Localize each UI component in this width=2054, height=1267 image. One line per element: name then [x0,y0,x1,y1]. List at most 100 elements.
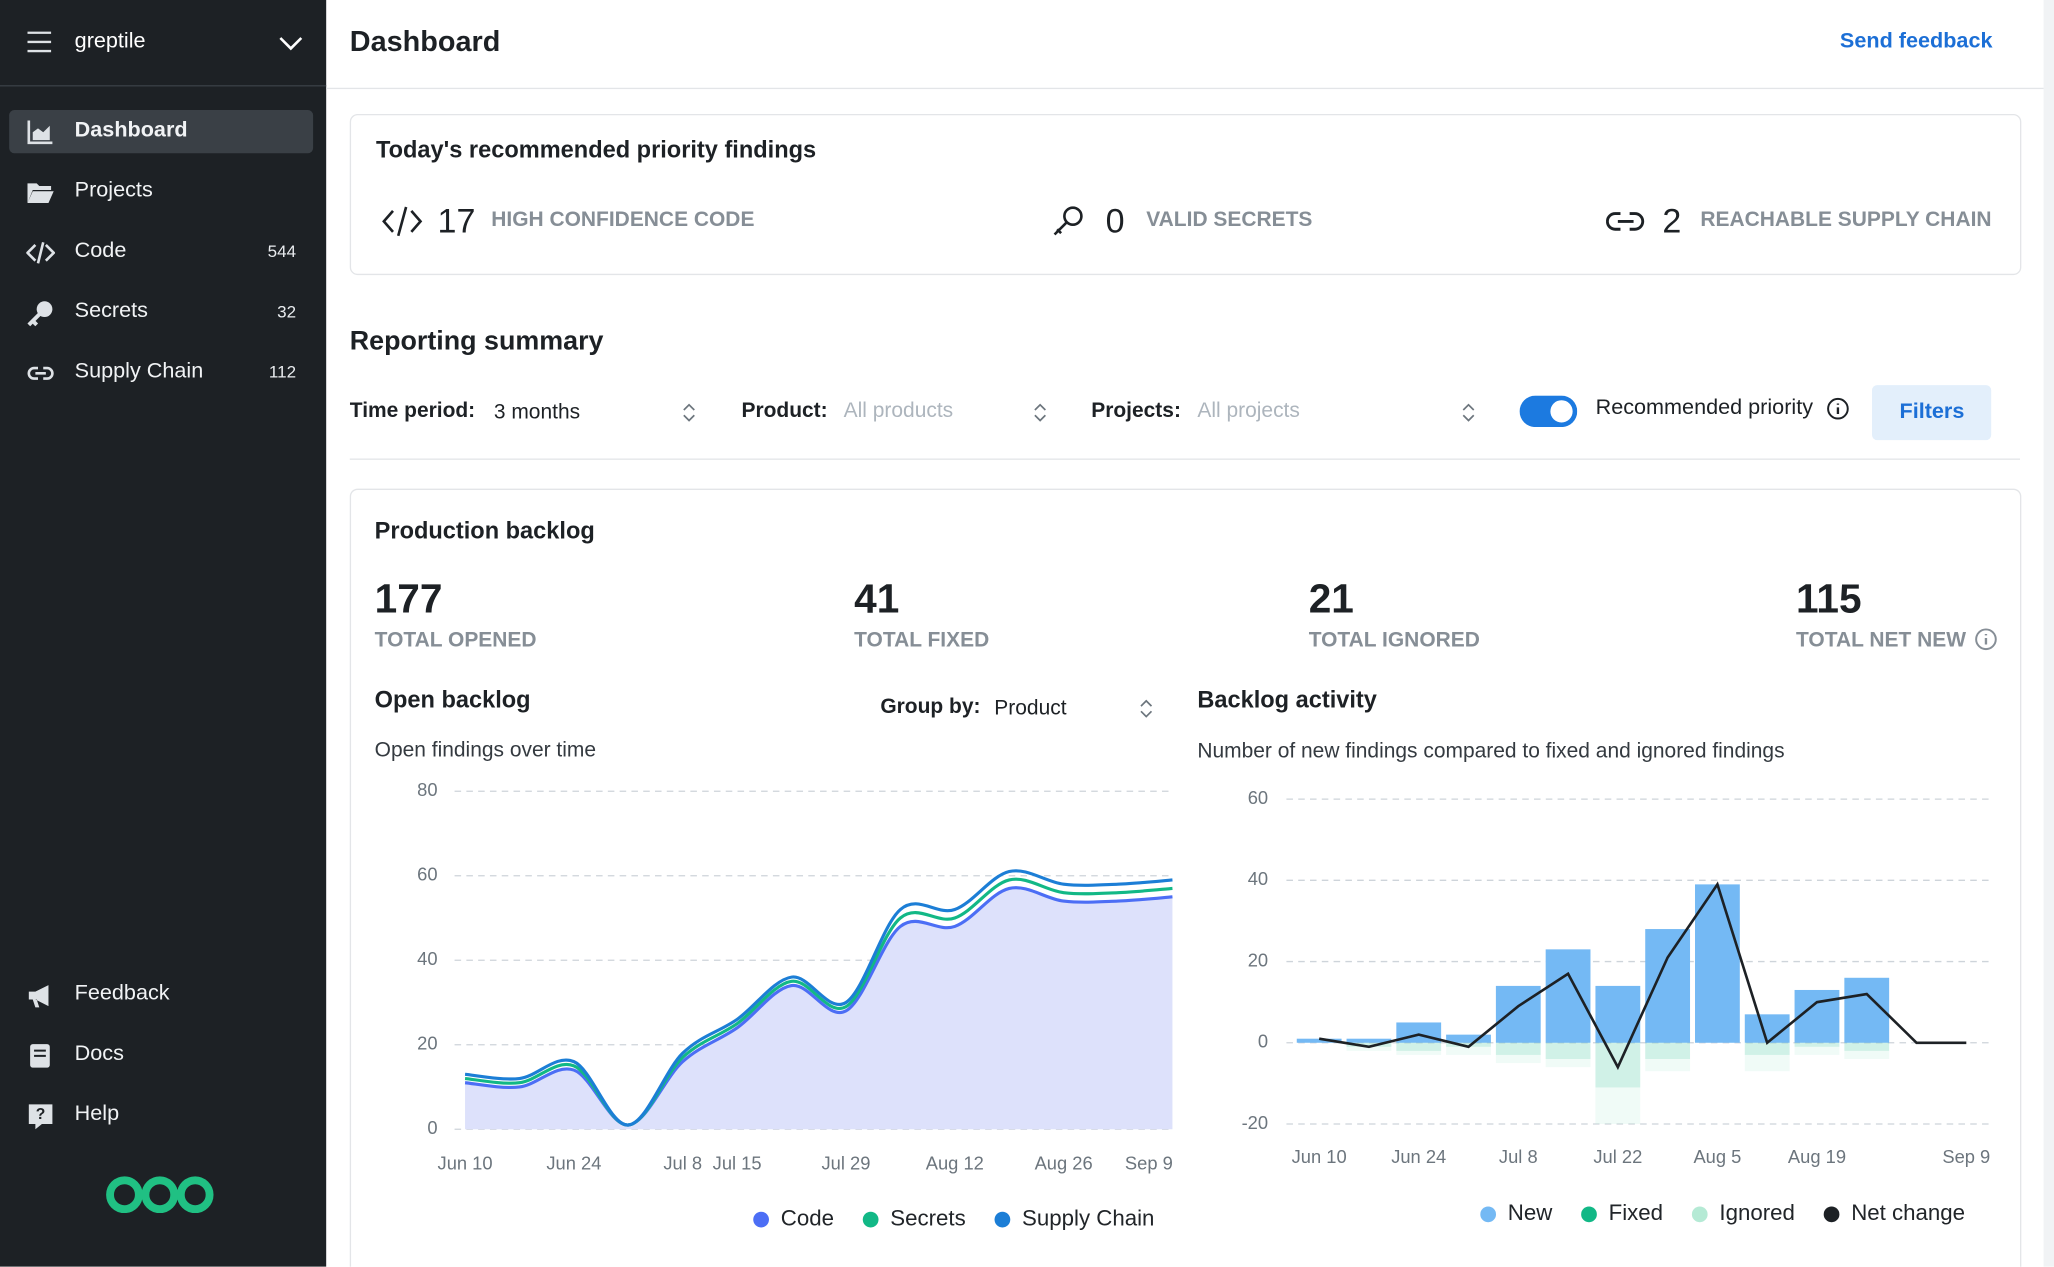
nav-count: 544 [267,241,297,261]
stat-label: TOTAL FIXED [854,629,990,652]
x-tick-label: Aug 19 [1788,1146,1846,1167]
area [465,887,1173,1130]
series-line [464,869,1173,1127]
card-title: Production backlog [374,517,595,544]
select-chevron[interactable] [1461,402,1477,423]
finding-label: REACHABLE SUPPLY CHAIN [1700,208,1992,232]
filters-button-label[interactable]: Filters [1899,399,1965,424]
group-by-label: Group by: [880,696,981,719]
stat-label: TOTAL IGNORED [1308,629,1480,652]
bar [1346,1038,1392,1043]
finding-label: VALID SECRETS [1146,208,1313,232]
y-tick-label: 20 [1248,949,1268,970]
y-tick-label: 20 [417,1033,437,1054]
filter-value[interactable]: 3 months [493,401,581,424]
x-tick-label: Jun 10 [1292,1146,1347,1167]
nav-item[interactable]: Code [74,238,127,263]
bar [1346,1042,1392,1047]
nav-item[interactable]: Projects [74,178,153,202]
header-divider [326,87,2044,90]
nav-item[interactable]: Supply Chain [74,359,204,383]
info-icon[interactable] [1826,397,1850,421]
backlog-card: Production backlog 177 TOTAL OPENED 41 T… [349,488,2022,1267]
x-tick-label: Jul 22 [1593,1146,1642,1167]
nav-icon [28,985,49,1008]
y-tick-label: 0 [427,1117,437,1138]
bar [1794,1042,1840,1047]
send-feedback[interactable]: Send feedback [1839,28,1993,53]
nav-active[interactable] [9,110,314,154]
nav-item[interactable]: Feedback [74,981,170,1005]
toggle[interactable] [1519,395,1578,428]
org-chevron[interactable] [278,34,304,52]
nav-item[interactable]: Dashboard [74,118,188,142]
bar [1744,1014,1790,1043]
x-tick-label: Sep 9 [1942,1146,1990,1167]
x-tick-label: Jun 10 [438,1152,493,1173]
filter-label: Time period: [349,400,476,423]
legend-marker [1480,1206,1497,1223]
select-chevron[interactable] [681,402,697,423]
legend-marker [1581,1206,1597,1223]
series-line [464,877,1173,1127]
y-tick-label: -20 [1242,1112,1269,1133]
select-chevron[interactable] [1032,402,1048,423]
legend-label: Net change [1851,1200,1965,1225]
toggle-label: Recommended priority [1595,395,1814,420]
nav-count: 112 [268,361,297,382]
menu-icon[interactable] [26,29,55,55]
nav-icon [27,120,53,145]
y-tick-label: 60 [417,864,437,885]
stat-value: 21 [1308,575,1354,622]
section-title: Reporting summary [349,325,604,356]
chart-title: Open backlog [374,686,531,713]
stat-value: 41 [854,575,900,622]
nav-item[interactable]: Docs [74,1041,124,1066]
filter-placeholder[interactable]: All projects [1197,400,1300,423]
stat-label: TOTAL NET NEW [1796,629,1967,652]
finding-count[interactable]: 2 [1662,200,1682,241]
legend-label: Code [781,1205,834,1230]
filter-label: Product: [741,400,828,423]
divider [349,458,2021,460]
group-by-value[interactable]: Product [994,697,1067,720]
filter-placeholder[interactable]: All products [843,400,954,423]
x-tick-label: Aug 26 [1035,1152,1093,1173]
bar [1595,1087,1641,1124]
nav-icon [27,301,53,327]
finding-count[interactable]: 0 [1105,200,1125,241]
bar [1645,929,1691,1043]
x-tick-label: Jun 24 [546,1152,601,1173]
bar [1794,1046,1840,1055]
nav-icon [26,242,56,264]
legend-label: Secrets [890,1205,965,1230]
bar [1446,1034,1491,1043]
finding-count[interactable]: 17 [437,200,476,241]
x-tick-label: Jul 15 [713,1152,762,1173]
nav-item[interactable]: Help [74,1101,120,1126]
select-chevron[interactable] [1138,698,1154,719]
bar [1844,1050,1890,1060]
bar [1446,1046,1491,1055]
legend-marker [862,1211,879,1228]
finding-label: HIGH CONFIDENCE CODE [491,208,755,232]
nav-item[interactable]: Secrets [74,298,148,323]
info-icon[interactable] [1974,627,1998,651]
scrollbar [2043,0,2054,1267]
svg-text:?: ? [36,1106,46,1123]
legend-label: Ignored [1719,1200,1794,1225]
x-tick-label: Aug 5 [1693,1146,1741,1167]
legend-marker [753,1211,769,1228]
chart-subtitle: Number of new findings compared to fixed… [1197,740,1785,763]
y-tick-label: 40 [1248,868,1268,889]
bar [1446,1042,1491,1047]
x-tick-label: Jul 8 [663,1152,702,1173]
nav-icon: ? [28,1104,53,1130]
legend-marker [1691,1206,1708,1223]
x-tick-label: Jul 8 [1499,1146,1538,1167]
bar [1545,949,1591,1043]
x-tick-label: Sep 9 [1125,1152,1173,1173]
bar [1645,1059,1691,1072]
filters-button[interactable] [1871,385,1992,441]
